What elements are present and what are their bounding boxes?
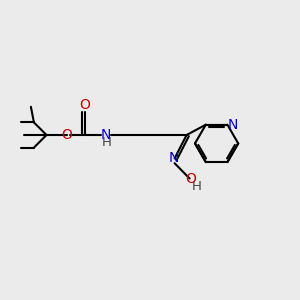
Text: O: O [61,128,72,142]
Text: N: N [169,151,179,165]
Text: H: H [191,180,201,194]
Text: O: O [185,172,196,186]
Text: O: O [79,98,90,112]
Text: N: N [100,128,111,142]
Text: H: H [102,136,112,149]
Text: N: N [228,118,238,132]
